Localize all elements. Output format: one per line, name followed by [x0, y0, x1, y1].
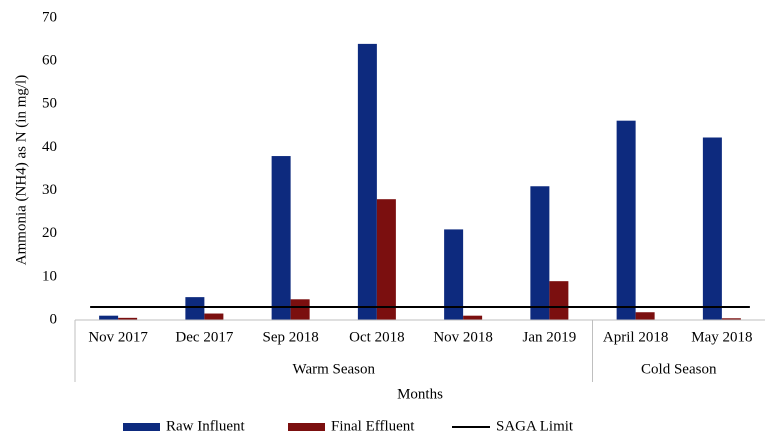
x-tick-label: Nov 2017: [88, 329, 148, 345]
bar: [549, 281, 569, 320]
legend-swatch: [123, 423, 160, 431]
y-tick-label: 50: [42, 96, 57, 112]
bar: [616, 120, 636, 321]
legend-swatch: [288, 423, 325, 431]
x-axis-label: Months: [397, 386, 443, 402]
y-axis-label: Ammonia (NH4) as N (in mg/l): [13, 75, 29, 265]
y-tick-label: 10: [42, 268, 57, 284]
bar: [99, 315, 119, 320]
bar: [271, 156, 291, 320]
y-tick-label: 40: [42, 139, 57, 155]
bar: [376, 199, 396, 320]
legend-label: Raw Influent: [166, 418, 246, 434]
group-label: Cold Season: [641, 361, 717, 377]
bar: [357, 43, 377, 321]
x-tick-label: Oct 2018: [349, 329, 404, 345]
bar: [721, 318, 741, 320]
y-tick-label: 20: [42, 225, 57, 241]
y-tick-label: 30: [42, 182, 57, 198]
bar: [290, 299, 310, 320]
x-tick-label: Dec 2017: [175, 329, 233, 345]
legend-label: SAGA Limit: [496, 418, 574, 434]
y-tick-label: 0: [50, 311, 58, 327]
bar: [204, 313, 224, 320]
x-tick-label: April 2018: [603, 329, 668, 345]
x-tick-label: Sep 2018: [263, 329, 319, 345]
group-label: Warm Season: [292, 361, 375, 377]
y-tick-label: 60: [42, 53, 57, 69]
y-tick-label: 70: [42, 9, 57, 25]
legend-label: Final Effluent: [331, 418, 415, 434]
x-tick-label: Jan 2019: [523, 329, 577, 345]
x-tick-label: Nov 2018: [433, 329, 493, 345]
x-tick-label: May 2018: [691, 329, 752, 345]
bar: [635, 312, 655, 320]
bar: [702, 137, 722, 320]
bar: [530, 186, 550, 320]
bar: [444, 229, 464, 320]
bar: [185, 297, 205, 320]
bar: [463, 315, 483, 320]
bar: [118, 317, 138, 320]
